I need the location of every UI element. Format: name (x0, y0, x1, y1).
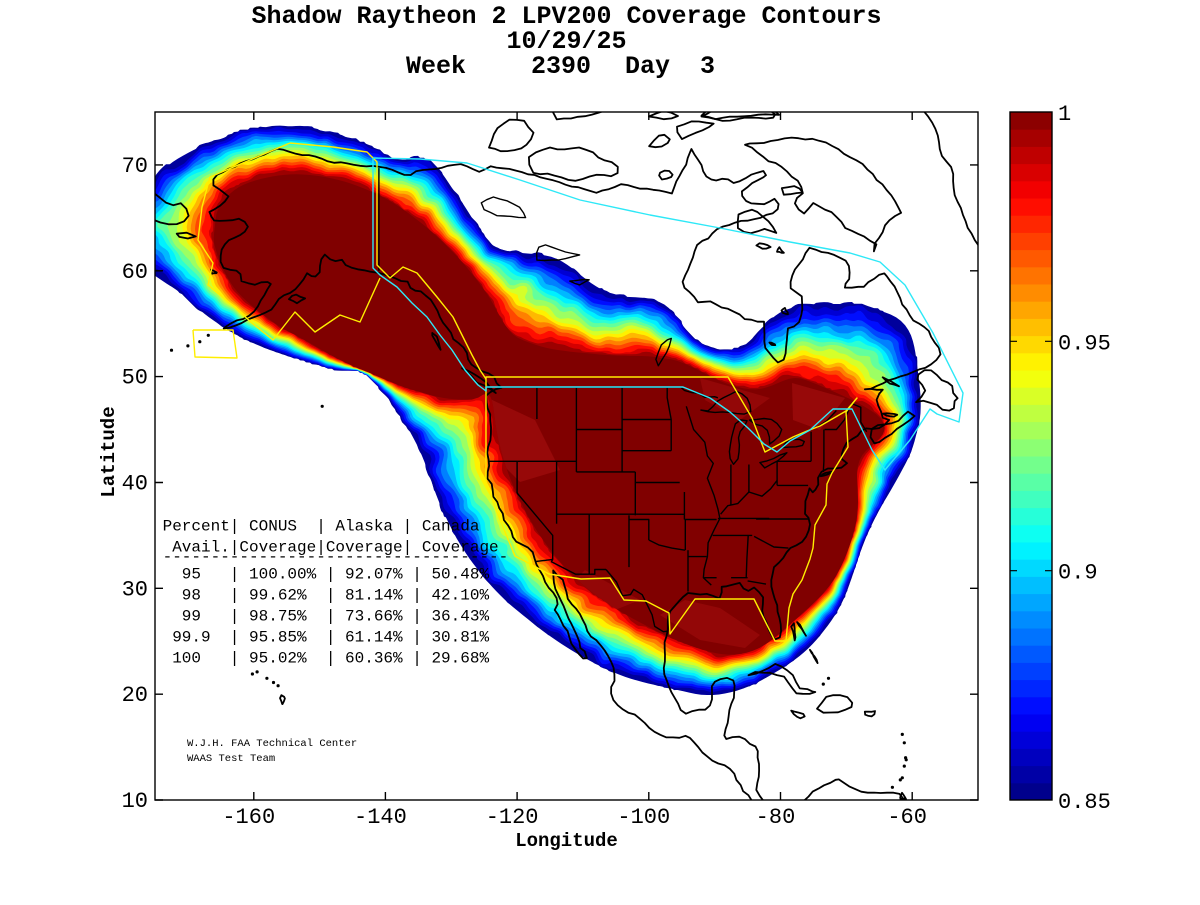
svg-text:-80: -80 (756, 805, 796, 830)
svg-text:-100: -100 (617, 805, 670, 830)
svg-text:0.95: 0.95 (1058, 331, 1111, 356)
svg-text:20: 20 (122, 683, 148, 708)
svg-text:-160: -160 (222, 805, 275, 830)
svg-text:10/29/25: 10/29/25 (506, 27, 626, 56)
svg-text:70: 70 (122, 154, 148, 179)
svg-text:95 | 100.00% | 92.07% | 50.4: 95 | 100.00% | 92.07% | 50.48% (163, 566, 490, 584)
svg-text:Latitude: Latitude (98, 406, 120, 497)
svg-text:1: 1 (1058, 102, 1071, 127)
svg-text:30: 30 (122, 577, 148, 602)
svg-text:Day: Day (625, 52, 670, 81)
svg-text:99.9 | 95.85% | 61.14% | 30.: 99.9 | 95.85% | 61.14% | 30.81% (163, 629, 490, 647)
svg-text:99 | 98.75% | 73.66% | 36.4: 99 | 98.75% | 73.66% | 36.43% (163, 608, 490, 626)
svg-text:-60: -60 (887, 805, 927, 830)
svg-text:2390: 2390 (531, 52, 591, 81)
svg-text:100 | 95.02% | 60.36% | 29.: 100 | 95.02% | 60.36% | 29.68% (163, 650, 490, 668)
svg-text:-120: -120 (486, 805, 539, 830)
svg-text:Longitude: Longitude (515, 830, 618, 852)
svg-text:50: 50 (122, 366, 148, 391)
svg-text:Week: Week (406, 52, 466, 81)
svg-text:3: 3 (700, 52, 715, 81)
svg-text:Avail.|Coverage|Coverage| Cove: Avail.|Coverage|Coverage| Coverage (163, 539, 499, 557)
svg-text:-140: -140 (354, 805, 407, 830)
svg-text:Shadow Raytheon 2 LPV200 Cover: Shadow Raytheon 2 LPV200 Coverage Contou… (251, 2, 881, 31)
svg-text:10: 10 (122, 789, 148, 814)
svg-text:60: 60 (122, 260, 148, 285)
svg-text:98 | 99.62% | 81.14% | 42.1: 98 | 99.62% | 81.14% | 42.10% (163, 587, 490, 605)
svg-text:Percent| CONUS | Alaska | Can: Percent| CONUS | Alaska | Canada (163, 518, 480, 536)
svg-text:0.9: 0.9 (1058, 561, 1098, 586)
svg-text:0.85: 0.85 (1058, 790, 1111, 815)
svg-text:40: 40 (122, 471, 148, 496)
svg-text:------------------------------: ------------------------------------ (163, 548, 509, 566)
svg-text:W.J.H. FAA Technical Center: W.J.H. FAA Technical Center (187, 738, 357, 750)
svg-text:WAAS Test Team: WAAS Test Team (187, 753, 275, 765)
